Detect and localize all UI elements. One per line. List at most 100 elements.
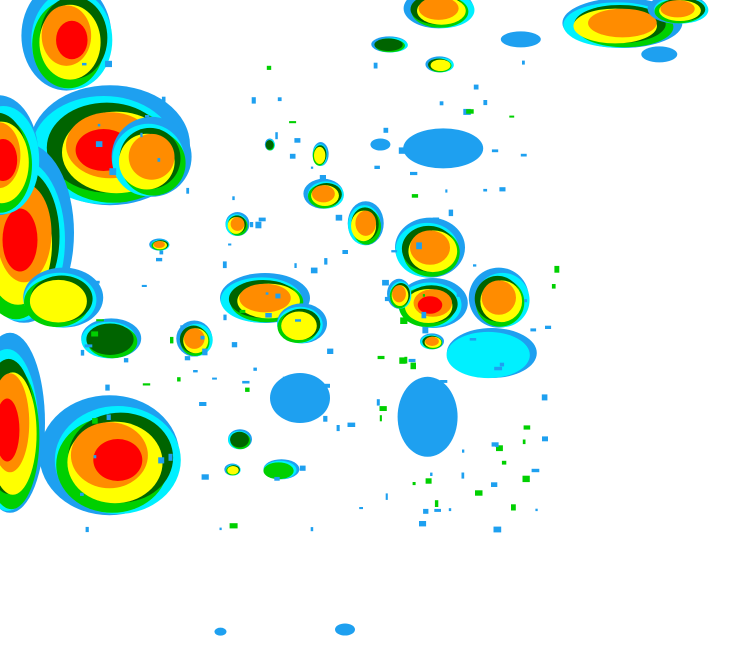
echo-speckle [157,158,161,162]
echo-speckle [382,279,389,286]
echo-cell [446,328,537,379]
echo-speckle [522,475,530,483]
echo-cell [395,217,465,278]
echo-speckle [461,472,465,479]
echo-cell [214,627,227,636]
echo-speckle [499,187,506,192]
echo-cell [23,267,104,328]
echo-cell [403,0,475,29]
echo-speckle [93,455,97,459]
echo-speckle [520,153,527,157]
echo-speckle [202,348,208,356]
echo-speckle [80,349,85,356]
echo-speckle [310,267,318,274]
echo-cell [303,178,344,209]
echo-speckle [501,460,507,465]
echo-speckle [541,394,548,401]
echo-speckle [322,383,330,388]
echo-intensity-3 [374,38,403,51]
echo-speckle [250,222,254,228]
echo-intensity-5 [660,0,695,18]
echo-speckle [412,482,416,486]
echo-intensity-4 [313,146,326,165]
echo-speckle [466,109,474,114]
echo-speckle [284,467,291,473]
echo-speckle [299,465,306,471]
echo-intensity-0 [500,31,541,48]
echo-cell [0,95,40,216]
echo-speckle [545,325,552,329]
echo-speckle [522,60,525,65]
echo-speckle [491,442,496,447]
echo-intensity-5 [230,217,245,231]
echo-cell [420,333,444,350]
echo-speckle [400,317,408,324]
echo-speckle [376,399,380,406]
echo-intensity-5 [588,8,657,38]
echo-speckle [422,294,425,297]
echo-speckle [448,508,452,512]
echo-cell [647,0,709,24]
echo-speckle [82,62,87,66]
echo-speckle [229,523,238,529]
echo-speckle [223,314,227,321]
echo-speckle [170,336,174,344]
echo-speckle [391,250,398,253]
echo-intensity-5 [128,133,175,180]
echo-speckle [310,527,314,532]
echo-speckle [342,250,348,254]
echo-cell [149,238,170,251]
echo-speckle [422,326,429,334]
echo-speckle [419,521,427,527]
echo-speckle [177,377,181,382]
echo-speckle [336,425,340,432]
echo-intensity-5 [183,328,205,349]
echo-speckle [324,258,328,265]
echo-speckle [109,168,117,176]
echo-speckle [496,445,503,452]
echo-speckle [359,507,363,510]
echo-cell [224,463,241,476]
echo-speckle [80,492,84,496]
echo-speckle [275,293,281,299]
echo-speckle [475,490,483,496]
echo-speckle [282,376,290,381]
echo-speckle [310,166,314,169]
echo-speckle [473,84,479,90]
echo-intensity-0 [641,46,678,63]
echo-speckle [448,209,454,217]
echo-speckle [123,358,129,363]
echo-speckle [94,280,100,284]
echo-speckle [385,493,388,500]
echo-speckle [200,335,205,340]
echo-speckle [180,325,183,332]
echo-speckle [347,422,356,427]
echo-speckle [84,344,93,348]
echo-intensity-5 [418,0,459,20]
echo-speckle [494,366,503,371]
echo-intensity-5 [153,241,165,248]
echo-intensity-5 [311,185,335,203]
echo-speckle [417,404,423,408]
echo-speckle [530,328,537,332]
echo-speckle [432,217,440,222]
echo-speckle [374,165,380,169]
echo-speckle [373,62,378,69]
echo-intensity-6 [0,398,20,462]
echo-speckle [522,439,526,445]
echo-speckle [493,526,502,533]
echo-intensity-5 [239,283,291,313]
echo-speckle [462,449,465,453]
echo-speckle [239,309,246,314]
echo-speckle [411,194,419,198]
echo-speckle [434,508,441,512]
echo-cell [500,31,541,48]
echo-speckle [535,508,538,512]
echo-cell [111,116,192,197]
echo-speckle [335,214,343,221]
echo-intensity-3 [86,323,134,355]
echo-speckle [491,149,499,153]
echo-speckle [97,123,101,127]
